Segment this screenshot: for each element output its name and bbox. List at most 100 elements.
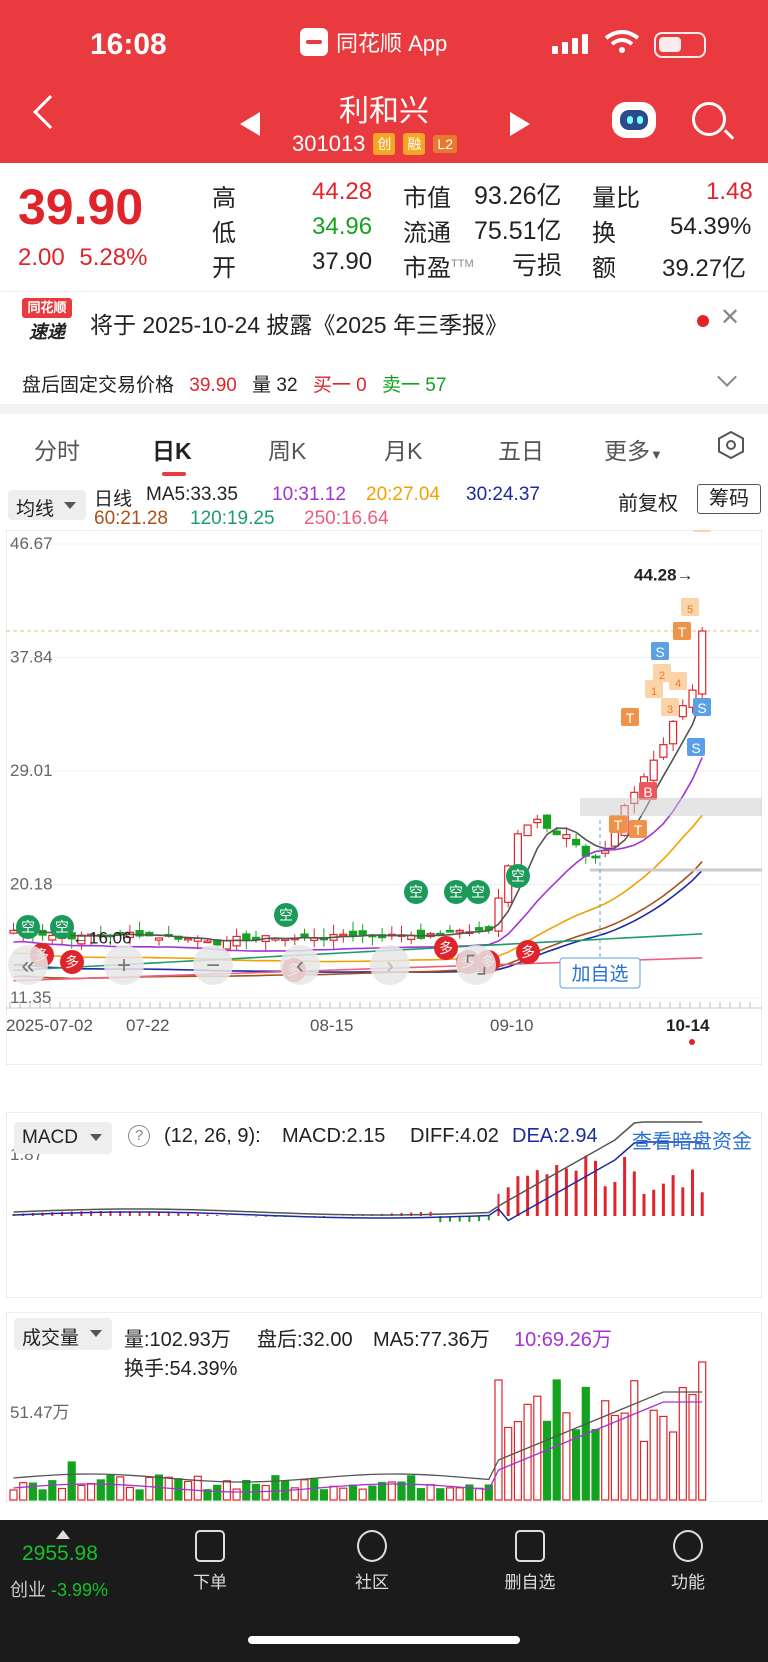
nav-remove-watch[interactable]: 删自选 [470,1530,590,1593]
macd-value: MACD:2.15 [282,1125,386,1147]
notice-text[interactable]: 将于 2025-10-24 披露《2025 年三季报》 [90,312,508,338]
signal-marker [444,880,468,904]
candle-body [300,933,309,938]
date-label: 09-10 [490,1016,533,1035]
label-open: 开 [212,255,236,282]
volume-bar [310,1478,319,1501]
header-bar: 16:08 同花顺 App 利和兴 301013 创 融 L2 [0,0,768,163]
zoom-in-icon[interactable]: + [104,945,144,985]
tab-five-day[interactable]: 五日 [498,438,544,464]
price-axis-label: 29.01 [10,761,53,780]
date-label: 07-22 [126,1016,169,1035]
zoom-out-icon[interactable]: − [193,945,233,985]
nav-order[interactable]: 下单 [150,1530,270,1593]
signal-marker [693,698,711,716]
label-pe: 市盈TTM [403,255,474,282]
candle-body [339,933,348,937]
value-turnover: 54.39% [670,213,752,240]
index-up-icon [56,1530,70,1539]
turnover-value: 换手:54.39% [124,1358,238,1380]
volume-bar [67,1461,76,1501]
macd-select[interactable]: MACD [14,1122,112,1154]
help-icon[interactable]: ? [128,1125,150,1147]
status-app: 同花顺 App [300,26,447,58]
volume-bar [290,1487,299,1501]
ma5-value: MA5:33.35 [146,484,238,505]
volume-bar [668,1431,678,1501]
signal-marker [404,880,428,904]
prev-stock-icon[interactable] [240,112,260,136]
chevron-down-icon[interactable] [717,367,737,387]
prev-icon[interactable]: ‹ [280,945,320,985]
date-label: 10-14 [666,1016,710,1035]
volume-bar [242,1479,251,1501]
candle-body [552,830,561,836]
order-doc-icon [195,1530,225,1562]
signal-marker-label: T [678,624,687,640]
volume-select[interactable]: 成交量 [14,1318,112,1350]
volume-bar [358,1488,367,1501]
scroll-left-icon[interactable]: « [8,945,48,985]
volume-bar [542,1420,552,1501]
last-price: 39.90 [18,179,144,235]
signal-marker-label: 6 [699,530,705,532]
adjust-mode[interactable]: 前复权 [618,493,678,515]
label-amount: 额 [592,255,616,282]
add-watch-button[interactable]: 加自选 [559,957,641,989]
volume-bar [329,1485,338,1501]
volume-bar [116,1476,125,1501]
volume-chart[interactable]: 51.47万 [6,1312,762,1502]
kline-period: 日线 [94,489,133,510]
volume-bar [213,1484,222,1501]
candle-body [542,814,552,829]
ma10-value: 10:31.12 [272,484,346,505]
tab-daily-k[interactable]: 日K [152,438,192,464]
nav-community[interactable]: 社区 [312,1530,432,1593]
candle-body [203,940,212,944]
signal-marker-label: 5 [687,604,693,616]
signal-marker [681,598,699,616]
fullscreen-icon[interactable]: ⌜⌟ [456,945,496,985]
volume-bar [601,1400,610,1501]
signal-marker-label: B [643,784,652,800]
ma20-value: 20:27.04 [366,484,440,505]
volume-bar [533,1395,542,1501]
volume-bar [125,1486,135,1501]
tab-more[interactable]: 更多▼ [604,438,663,464]
status-time: 16:08 [90,28,167,61]
signal-marker [639,782,657,800]
candle-body [348,930,358,937]
volume-bar [649,1409,658,1501]
macd-params: (12, 26, 9): [164,1125,261,1147]
signal-marker [693,530,711,532]
value-volratio: 1.48 [706,178,753,205]
signal-marker-label: 多 [521,944,535,960]
nav-functions[interactable]: 功能 [628,1530,748,1593]
chip-button[interactable]: 筹码 [697,484,761,514]
signal-icon [552,34,588,54]
next-stock-icon[interactable] [510,112,530,136]
signal-marker-label: T [614,817,623,833]
signal-marker-label: 3 [667,704,673,716]
ma120-value: 120:19.25 [190,508,275,529]
assistant-robot-icon[interactable] [612,102,656,138]
dark-pool-link[interactable]: 查看暗盘资金 [632,1131,752,1153]
kline-chart[interactable]: 46.67 37.84 29.01 20.18 11.35 2025-07-02 07-2… [6,530,762,1065]
tab-monthly-k[interactable]: 月K [384,438,423,464]
search-icon[interactable] [692,102,726,136]
signal-marker [609,815,627,833]
tab-timeshare[interactable]: 分时 [34,438,80,464]
ma-select[interactable]: 均线 [8,490,86,520]
vol-ma5: MA5:77.36万 [373,1329,490,1351]
index-value[interactable]: 2955.98 [22,1542,98,1565]
next-icon[interactable]: › [370,945,410,985]
volume-bar [135,1489,144,1501]
index-row[interactable]: 创业 -3.99% [10,1580,109,1600]
settings-hex-icon[interactable] [716,430,746,460]
close-icon[interactable]: ✕ [720,304,741,331]
vol-ma10-line [13,1401,703,1493]
label-mktcap: 市值 [403,185,451,212]
notice-bar[interactable] [0,291,768,351]
tab-weekly-k[interactable]: 周K [268,438,307,464]
candle-body [523,824,532,837]
